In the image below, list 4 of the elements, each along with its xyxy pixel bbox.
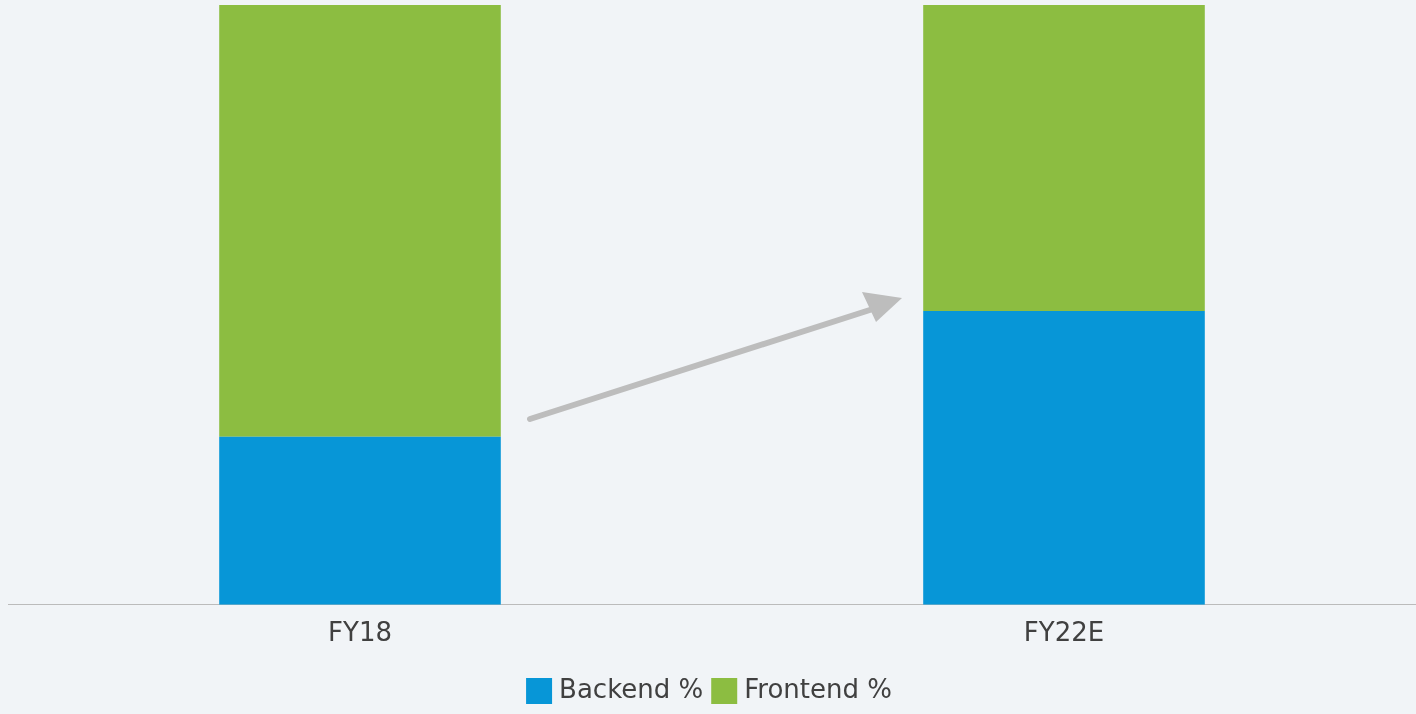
legend-label: Backend % [559,673,704,704]
legend-label: Frontend % [744,673,892,704]
x-tick-label: FY22E [1023,617,1105,648]
x-tick-label: FY18 [328,617,392,648]
